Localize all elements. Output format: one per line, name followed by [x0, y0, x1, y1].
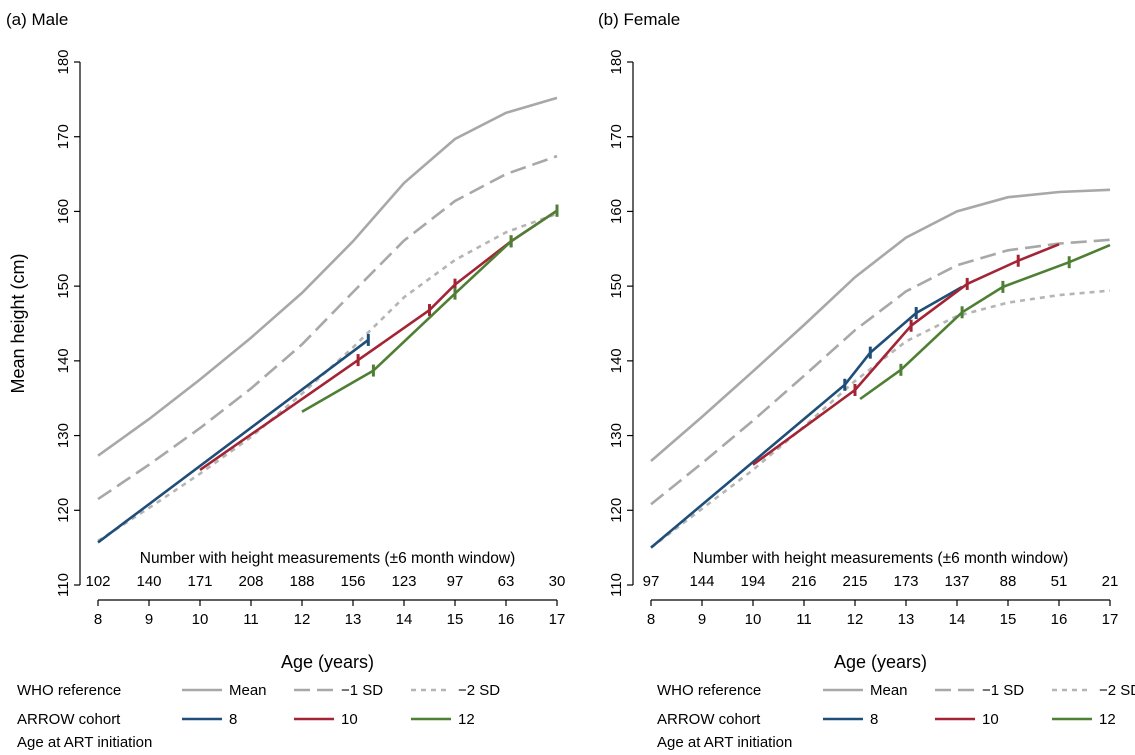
count-value: 97 — [447, 573, 464, 590]
legend-cohort-subtitle: Age at ART initiation — [657, 734, 792, 751]
x-tick-label: 8 — [647, 611, 655, 628]
x-tick-label: 15 — [447, 611, 464, 628]
count-value: 215 — [842, 573, 867, 590]
count-value: 194 — [740, 573, 765, 590]
who-mean-line — [97, 96, 558, 457]
y-tick-label: 170 — [608, 124, 625, 149]
y-tick-label: 140 — [55, 348, 72, 373]
legend: WHO reference ARROW cohort Age at ART init… — [17, 682, 500, 751]
count-value: 97 — [643, 573, 660, 590]
count-title: Number with height measurements (±6 mont… — [140, 550, 516, 567]
y-tick-label: 110 — [608, 573, 625, 597]
legend: WHO reference ARROW cohort Age at ART init… — [657, 682, 1135, 751]
legend-ref-label: −2 SD — [458, 682, 500, 699]
x-axis-label: Age (years) — [281, 652, 374, 672]
x-axis-label: Age (years) — [834, 652, 927, 672]
legend-cohort-label: 10 — [341, 711, 358, 728]
y-tick-label: 120 — [608, 498, 625, 523]
x-tick-label: 9 — [145, 611, 153, 628]
x-tick-label: 13 — [898, 611, 915, 628]
y-tick-label: 110 — [55, 573, 72, 597]
panel-male: (a) Male 110 120 130 140 150 160 170 180 Mean hei… — [6, 10, 565, 751]
count-value: 156 — [340, 573, 365, 590]
y-tick-label: 150 — [608, 274, 625, 299]
y-tick-label: 130 — [608, 423, 625, 448]
legend-cohort-label: 8 — [229, 711, 237, 728]
who-mean-line — [650, 188, 1111, 462]
count-value: 30 — [549, 573, 566, 590]
who-minus2sd-line — [97, 212, 558, 542]
y-tick-label: 160 — [55, 199, 72, 224]
x-tick-label: 9 — [698, 611, 706, 628]
cohort-8-line — [650, 285, 963, 549]
count-value: 144 — [689, 573, 714, 590]
x-tick-label: 17 — [549, 611, 566, 628]
panel-title: (a) Male — [6, 10, 68, 29]
cohort-12-line — [859, 243, 1111, 401]
count-value: 102 — [85, 573, 110, 590]
x-tick-label: 12 — [847, 611, 864, 628]
legend-cohort-title: ARROW cohort — [17, 711, 121, 728]
who-minus2sd-line — [650, 289, 1111, 549]
legend-ref-label: −2 SD — [1099, 682, 1135, 699]
legend-ref-title: WHO reference — [657, 682, 761, 699]
legend-cohort-subtitle: Age at ART initiation — [17, 734, 152, 751]
x-tick-label: 16 — [1051, 611, 1068, 628]
count-value: 208 — [238, 573, 263, 590]
panel-title: (b) Female — [598, 10, 680, 29]
legend-ref-label: Mean — [870, 682, 908, 699]
count-value: 140 — [136, 573, 161, 590]
x-tick-label: 10 — [745, 611, 762, 628]
count-value: 21 — [1102, 573, 1119, 590]
count-value: 88 — [1000, 573, 1017, 590]
x-tick-label: 12 — [294, 611, 311, 628]
y-tick-label: 180 — [55, 49, 72, 74]
legend-ref-label: Mean — [229, 682, 267, 699]
x-tick-label: 11 — [796, 611, 812, 628]
who-minus1sd-line — [97, 154, 558, 501]
cohort-10-line — [752, 243, 1060, 466]
y-tick-label: 140 — [608, 348, 625, 373]
legend-ref-label: −1 SD — [341, 682, 383, 699]
x-tick-label: 14 — [949, 611, 966, 628]
x-tick-label: 14 — [396, 611, 413, 628]
y-tick-label: 120 — [55, 498, 72, 523]
legend-cohort-label: 10 — [982, 711, 999, 728]
legend-cohort-label: 12 — [458, 711, 475, 728]
legend-cohort-title: ARROW cohort — [657, 711, 761, 728]
x-tick-label: 16 — [498, 611, 515, 628]
count-value: 216 — [791, 573, 816, 590]
count-value: 63 — [498, 573, 515, 590]
count-value: 51 — [1051, 573, 1068, 590]
count-value: 173 — [893, 573, 918, 590]
x-tick-label: 10 — [192, 611, 209, 628]
y-tick-label: 130 — [55, 423, 72, 448]
legend-cohort-label: 12 — [1099, 711, 1116, 728]
count-title: Number with height measurements (±6 mont… — [693, 550, 1069, 567]
count-value: 137 — [944, 573, 969, 590]
count-value: 123 — [391, 573, 416, 590]
panel-female: (b) Female 110 120 130 140 150 160 170 180 8 9 10 11… — [598, 10, 1135, 751]
y-tick-label: 150 — [55, 274, 72, 299]
x-tick-label: 13 — [345, 611, 362, 628]
y-tick-label: 160 — [608, 199, 625, 224]
legend-cohort-label: 8 — [870, 711, 878, 728]
x-tick-label: 11 — [243, 611, 259, 628]
x-tick-label: 8 — [94, 611, 102, 628]
who-minus1sd-line — [650, 238, 1111, 506]
y-axis-label: Mean height (cm) — [8, 253, 28, 393]
y-tick-label: 170 — [55, 124, 72, 149]
x-tick-label: 15 — [1000, 611, 1017, 628]
x-tick-label: 17 — [1102, 611, 1119, 628]
legend-ref-title: WHO reference — [17, 682, 121, 699]
count-value: 171 — [187, 573, 212, 590]
y-tick-label: 180 — [608, 49, 625, 74]
count-value: 188 — [289, 573, 314, 590]
cohort-8-line — [97, 338, 370, 544]
legend-ref-label: −1 SD — [982, 682, 1024, 699]
